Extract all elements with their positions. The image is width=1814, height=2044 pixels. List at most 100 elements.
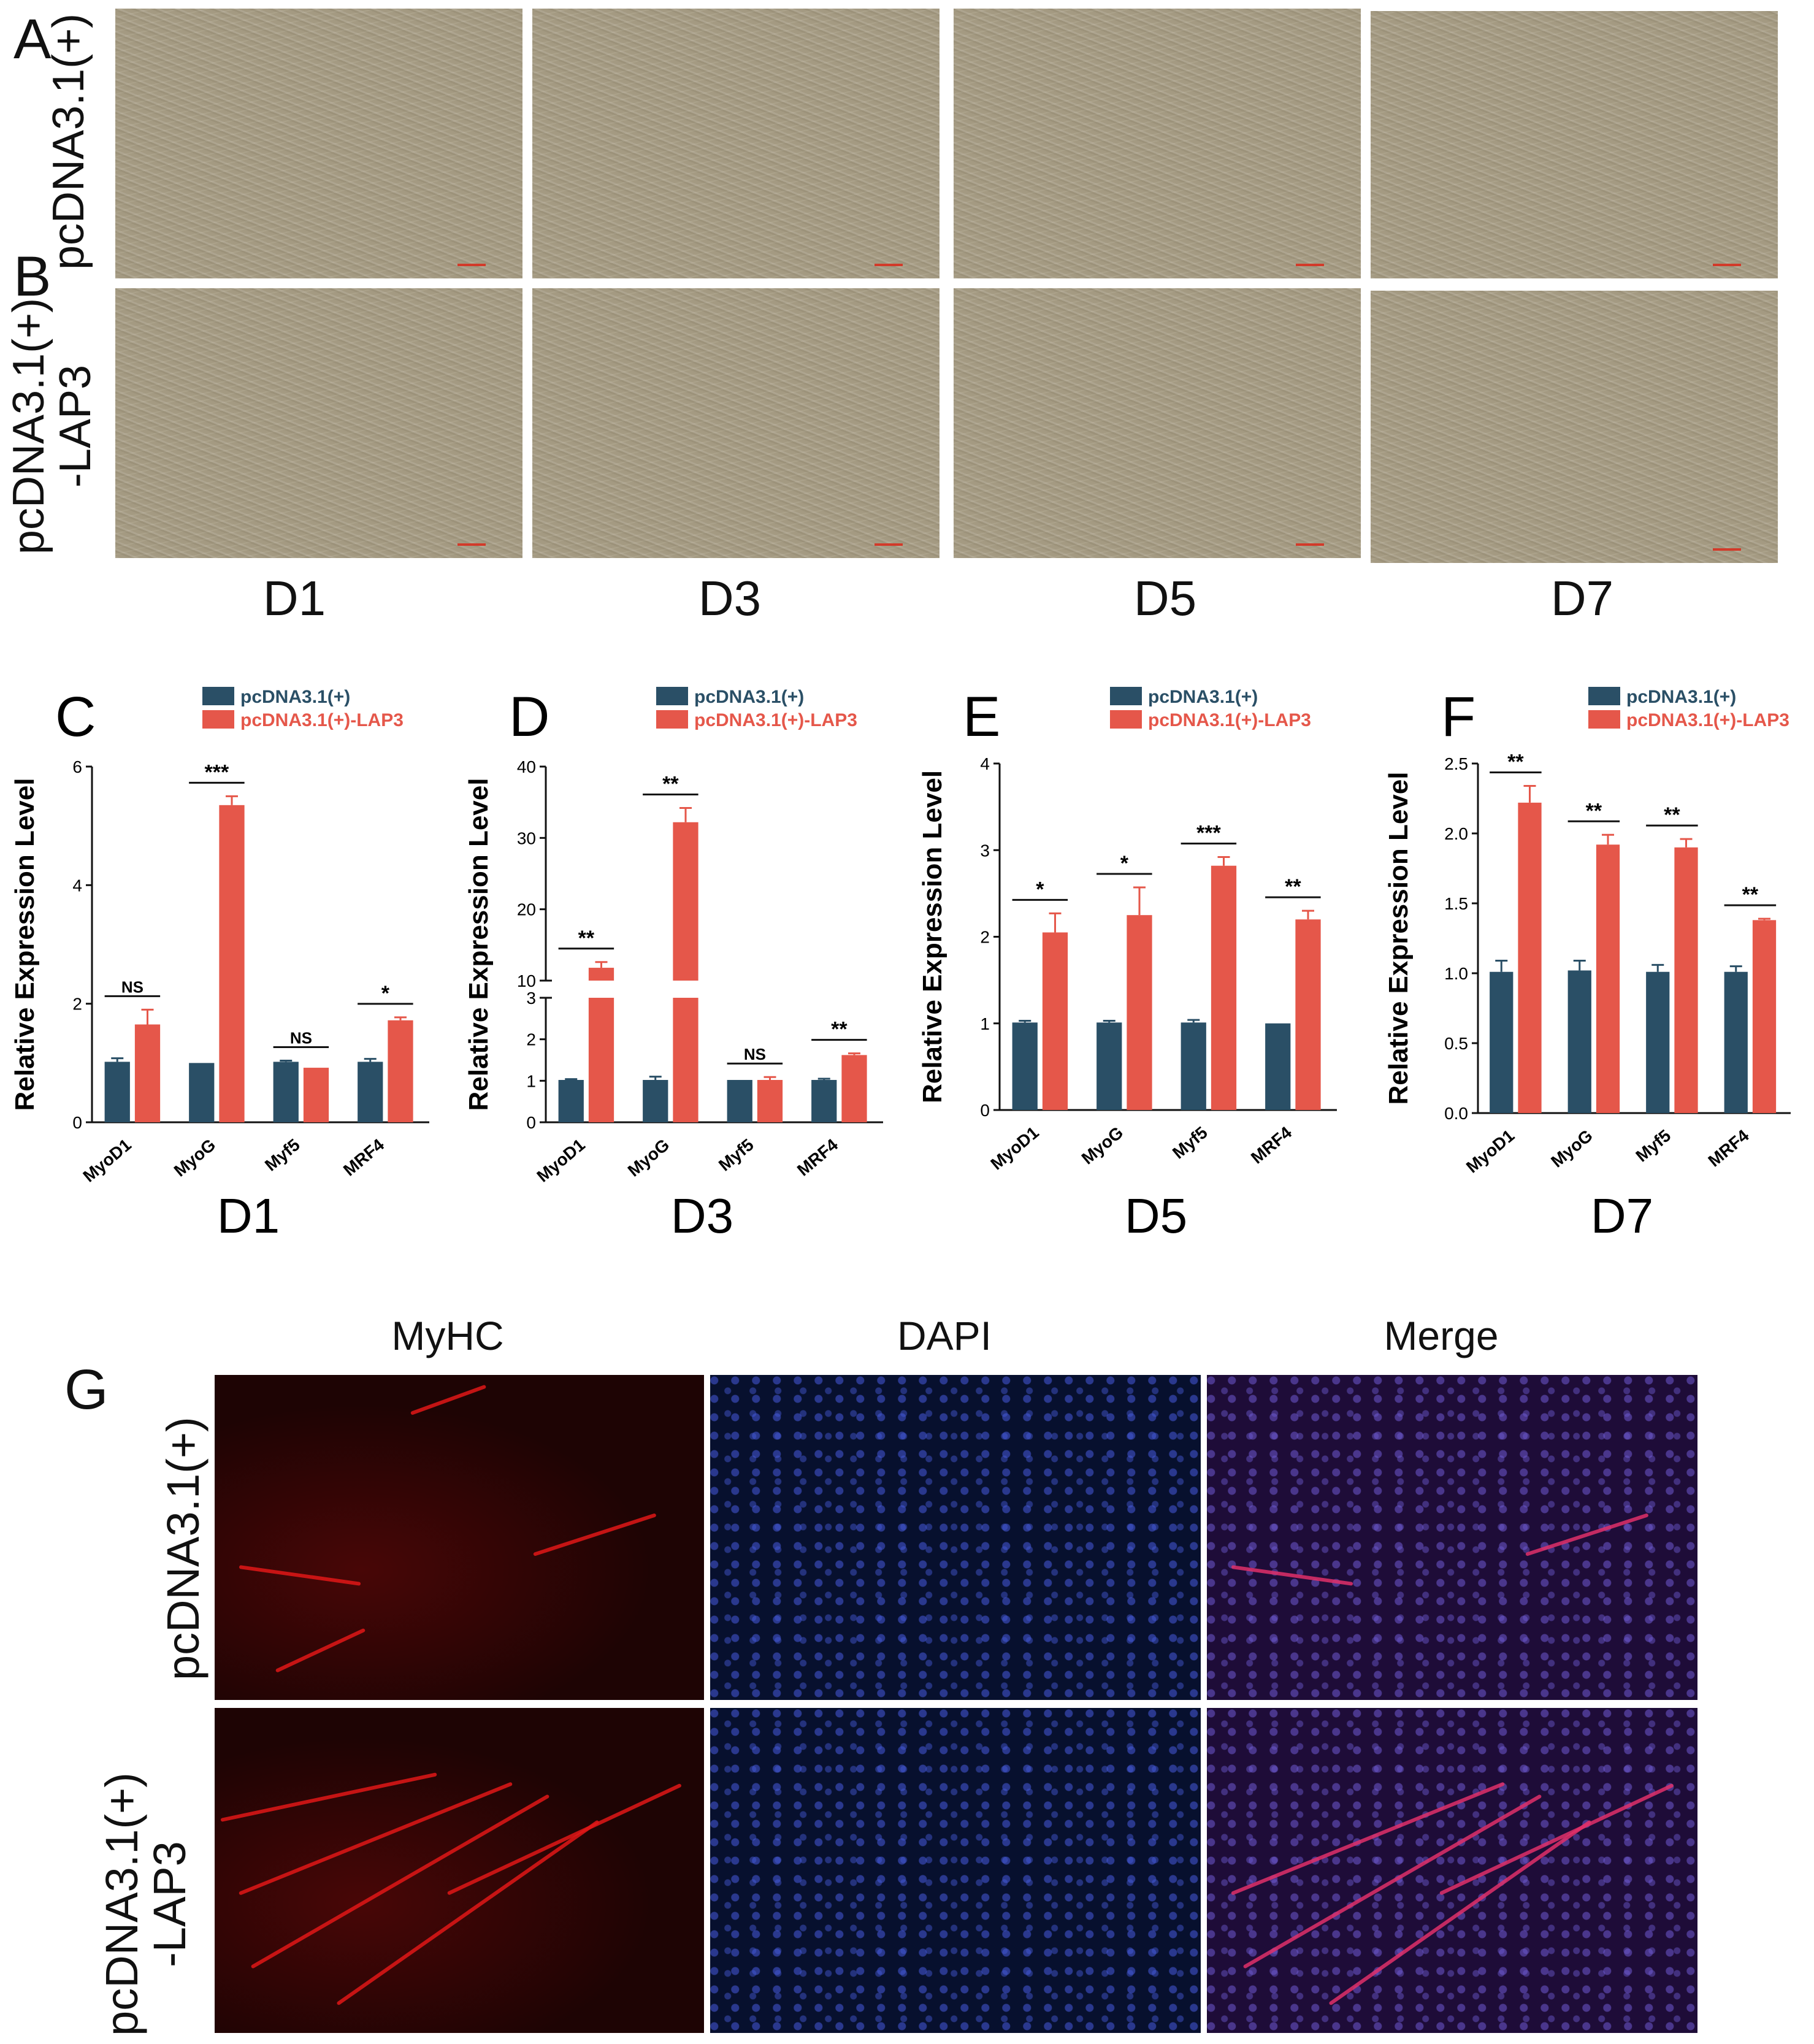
x-tick-label: MyoG [170,1135,220,1181]
y-tick-label: 3 [980,841,990,860]
if-control-merge [1207,1375,1697,1700]
x-tick-label: MyoD1 [533,1135,588,1186]
y-tick-label: 0 [72,1113,82,1132]
day-label-d5: D5 [1133,571,1197,626]
myotube-streak [1328,1820,1592,2006]
panel-letter: E [963,686,1000,748]
myotube-streak [239,1565,361,1586]
y-tick-label: 1.5 [1444,894,1468,913]
brightfield-row-label-lap3: pcDNA3.1(+) -LAP3 [4,297,104,555]
brightfield-lap3-d5 [954,288,1361,558]
brightfield-control-d5 [954,9,1361,278]
significance-label: *** [1196,822,1221,845]
brightfield-row-label-control: pcDNA3.1(+) [44,13,95,270]
x-tick-label: MyoG [624,1135,673,1181]
bar-lap3 [1211,865,1237,1110]
bar-control [189,1063,215,1122]
bar-control [811,1079,837,1122]
scale-bar [457,264,486,266]
bar-control [1724,971,1748,1113]
x-tick-label: MRF4 [794,1135,842,1180]
significance-label: ** [578,927,595,950]
chart-title: D5 [1125,1189,1187,1243]
x-tick-label: Myf5 [1632,1126,1674,1166]
bar-lap3 [673,822,698,1122]
significance-label: * [381,982,390,1005]
legend-label-treatment: pcDNA3.1(+)-LAP3 [1626,710,1789,730]
bar-lap3 [1674,847,1698,1113]
brightfield-lap3-d3 [532,288,940,558]
brightfield-control-d7 [1371,11,1778,278]
significance-label: * [1120,852,1129,875]
legend-swatch-control [656,687,688,705]
significance-label: ** [1664,803,1680,827]
y-axis-label: Relative Expression Level [917,770,947,1103]
bar-lap3 [303,1068,329,1122]
x-tick-label: MRF4 [1247,1123,1296,1168]
row-label-text: pcDNA3.1(+) [158,1417,209,1680]
myotube-streak [446,1783,682,1896]
panel-letter: D [509,686,549,748]
chart-title: D3 [671,1189,733,1243]
bar-control [1012,1022,1038,1110]
x-tick-label: MRF4 [340,1135,388,1180]
y-tick-label: 0 [980,1101,990,1120]
significance-label: ** [1507,750,1524,773]
panel-label-a: A [13,8,52,71]
myotube-streak [1242,1794,1542,1969]
y-axis-label: Relative Expression Level [10,778,40,1111]
legend-swatch-treatment [656,710,688,729]
panel-label-g: G [64,1358,109,1421]
bar-lap3 [1518,802,1542,1113]
significance-label: ** [1586,799,1602,822]
bar-lap3 [1295,919,1321,1110]
bar-control [1096,1022,1122,1110]
y-tick-label: 30 [517,829,536,848]
myotube-streak [275,1628,366,1673]
bar-lap3 [1752,920,1777,1113]
y-tick-label: 0.0 [1444,1104,1468,1123]
scale-bar [1296,543,1324,546]
y-axis-label: Relative Expression Level [464,778,494,1111]
chart-title: D7 [1591,1189,1653,1243]
bar-control [1646,971,1670,1113]
legend-label-control: pcDNA3.1(+) [1626,687,1736,707]
y-tick-label: 2 [526,1030,536,1049]
row-label-line2: -LAP3 [50,364,100,488]
myotube-streak [220,1772,437,1822]
x-tick-label: Myf5 [715,1135,757,1175]
brightfield-control-d3 [532,9,940,278]
day-label-d1: D1 [262,571,326,626]
legend-label-control: pcDNA3.1(+) [694,687,804,707]
brightfield-lap3-d1 [115,288,522,558]
bar-control [1490,971,1514,1113]
panel-letter: F [1441,686,1475,748]
chart-title: D1 [217,1189,280,1243]
y-tick-label: 0 [526,1113,536,1132]
panel-letter: C [55,686,96,748]
significance-label: ** [1285,875,1301,898]
y-tick-label: 2.0 [1444,824,1468,843]
bar-control [273,1062,299,1122]
y-tick-label: 1.0 [1444,964,1468,983]
bar-lap3 [1127,915,1152,1110]
legend-swatch-control [202,687,234,705]
bar-lap3 [1596,844,1620,1113]
significance-label: * [1036,878,1044,901]
bar-control [358,1062,383,1122]
if-control-dapi [710,1375,1201,1700]
bar-control [727,1079,752,1122]
bar-lap3 [757,1079,783,1122]
legend-label-treatment: pcDNA3.1(+)-LAP3 [240,710,404,730]
scale-bar [874,543,903,546]
myotube-streak [1525,1513,1649,1556]
bar-control [643,1079,668,1122]
y-tick-label: 1 [526,1071,536,1090]
scale-bar [1296,264,1324,266]
legend-label-control: pcDNA3.1(+) [1148,687,1258,707]
y-tick-label: 2.5 [1444,754,1468,773]
bar-lap3 [841,1055,867,1122]
scale-bar [1713,264,1741,266]
channel-label-merge: Merge [1383,1313,1499,1358]
